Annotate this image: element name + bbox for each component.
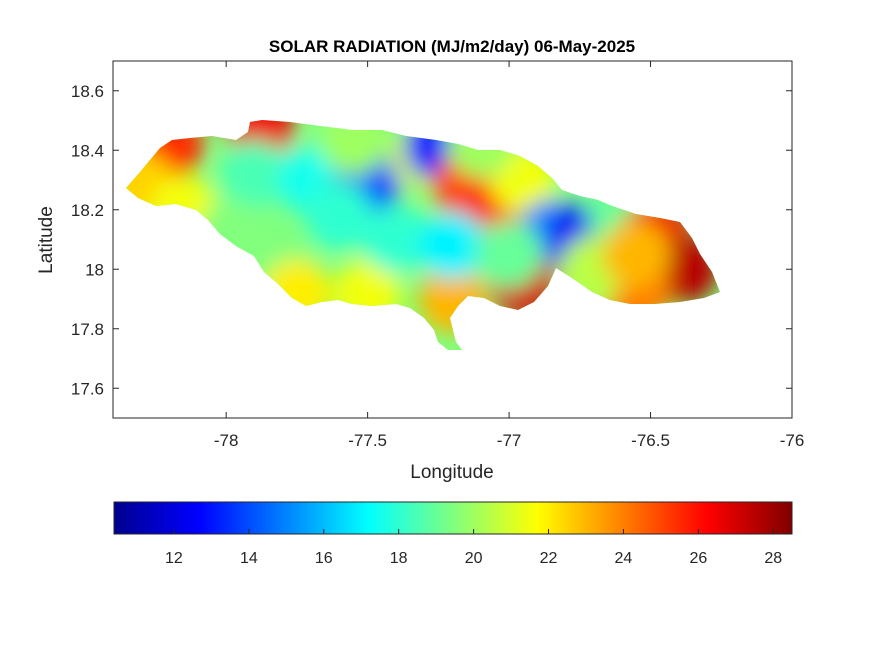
colorbar-tick-label: 22 — [540, 550, 558, 567]
x-axis-label: Longitude — [410, 462, 493, 483]
x-tick-label: -76 — [780, 431, 805, 450]
x-tick-label: -77 — [497, 431, 522, 450]
colorbar — [113, 501, 793, 535]
heatmap-cell-29 — [305, 181, 374, 250]
colorbar-tick-label: 14 — [240, 550, 258, 567]
y-tick-label: 17.8 — [71, 320, 104, 339]
x-tick-label: -77.5 — [348, 431, 387, 450]
heatmap-cell-25 — [418, 211, 487, 280]
colorbar-tick-label: 24 — [615, 550, 633, 567]
y-tick-label: 18.4 — [71, 141, 104, 160]
colorbar-tick-label: 18 — [390, 550, 408, 567]
x-tick-label: -76.5 — [631, 431, 670, 450]
heatmap-cell-32 — [602, 220, 671, 289]
x-axis-ticks: -78 -77.5 -77 -76.5 -76 — [214, 61, 804, 450]
y-axis-ticks: 17.6 17.8 18 18.2 18.4 18.6 — [71, 82, 792, 398]
y-tick-label: 18.2 — [71, 201, 104, 220]
heatmap-cell-24 — [361, 205, 430, 274]
colorbar-ticks: 12 14 16 18 20 22 24 26 28 — [165, 529, 782, 567]
colorbar-tick-label: 28 — [764, 550, 782, 567]
y-tick-label: 18 — [85, 260, 104, 279]
colorbar-tick-label: 26 — [689, 550, 707, 567]
y-tick-label: 17.6 — [71, 379, 104, 398]
x-tick-label: -78 — [214, 431, 239, 450]
y-tick-label: 18.6 — [71, 82, 104, 101]
y-axis-label: Latitude — [36, 206, 57, 274]
heatmap-cell-26 — [475, 220, 544, 289]
heatmap-cell-5 — [220, 140, 289, 208]
chart-title: SOLAR RADIATION (MJ/m2/day) 06-May-2025 — [269, 37, 635, 56]
colorbar-tick-label: 12 — [165, 550, 183, 567]
colorbar-tick-label: 20 — [465, 550, 483, 567]
colorbar-tick-label: 16 — [315, 550, 333, 567]
